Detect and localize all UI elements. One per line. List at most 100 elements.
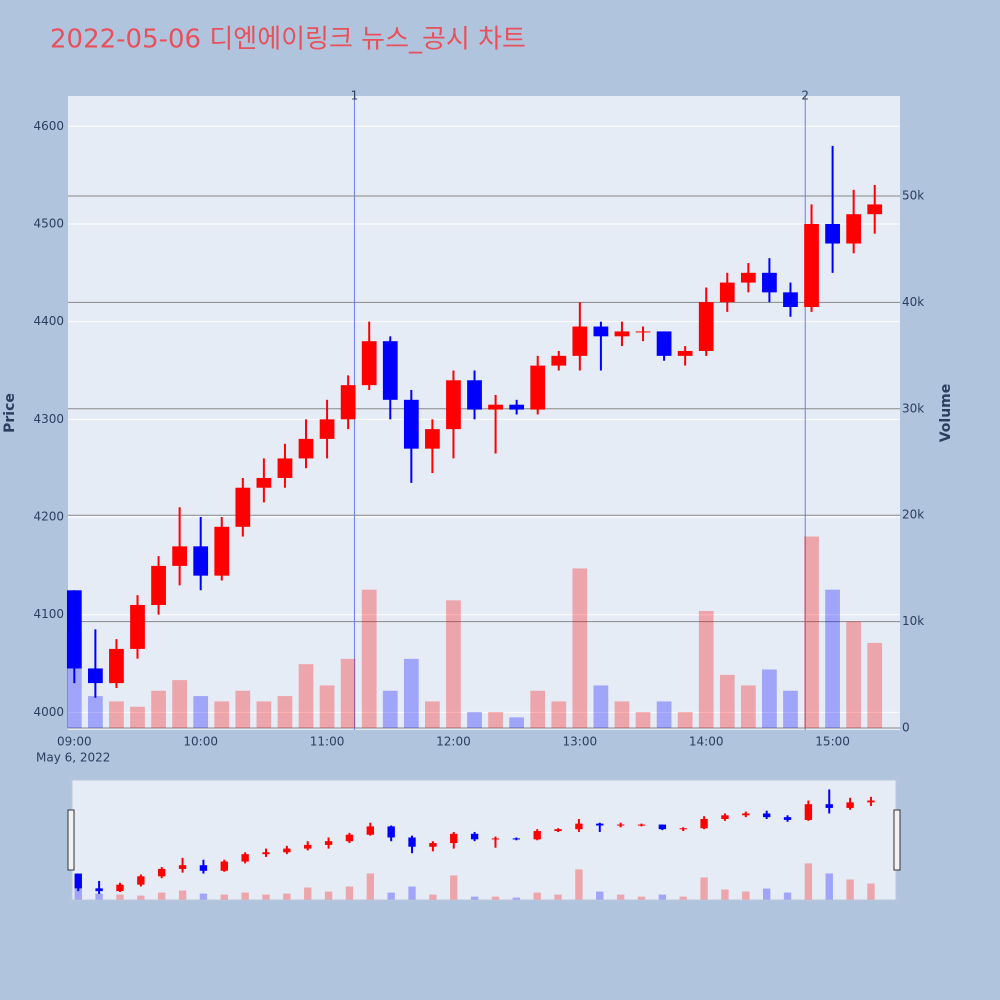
volume-bar [241,892,249,900]
volume-bar [193,696,209,728]
volume-bar [319,685,335,728]
candle-body [298,438,314,459]
volume-bar [512,897,521,900]
slider-handle[interactable] [893,809,901,871]
volume-bar [158,892,166,900]
volume-bar [867,642,883,728]
candle-body [366,826,374,835]
candle-body [387,826,395,838]
candle-body [804,223,819,308]
volume-bar [361,589,377,728]
candle-body [491,838,500,840]
volume-bar [488,712,503,728]
candle-body [488,404,503,410]
candle-body [193,546,209,576]
volume-bar [509,717,525,728]
volume-bar [324,891,333,900]
volume-bar [783,892,792,900]
candle-body [408,837,416,847]
candle-body [740,272,756,283]
volume-bar [740,685,756,728]
volume-bar [762,669,777,728]
candle-body [319,419,335,439]
candle-body [846,214,862,244]
volume-bar [366,873,374,900]
candle-body [66,590,82,669]
candle-body [867,800,875,803]
y-tick-label: 4600 [33,119,64,133]
y2-axis-title: Volume [938,384,954,443]
candle-body [721,815,729,820]
candle-body [304,844,312,849]
volume-bar [593,685,609,728]
slider-handle[interactable] [67,809,75,871]
candle-body [804,804,813,820]
volume-bar [700,877,708,900]
candle-body [783,292,798,308]
volume-bar [178,890,187,900]
y2-tick-label: 30k [902,401,924,415]
volume-bar [635,712,651,728]
volume-bar [846,621,862,728]
volume-bar [298,664,314,728]
candle-body [635,331,651,333]
candle-body [116,884,124,892]
candle-body [382,341,398,400]
volume-bar [804,863,813,900]
candle-body [425,429,440,449]
volume-bar [596,891,604,900]
candle-body [572,326,588,356]
volume-bar [616,894,625,900]
x-tick-label: 15:00 [815,735,850,749]
candle-body [551,355,567,366]
volume-bar [533,892,541,900]
volume-bar [214,701,230,728]
volume-bar [804,536,819,728]
candle-body [345,834,354,842]
candle-body [137,876,145,885]
volume-bar [551,701,567,728]
candle-body [593,326,609,337]
volume-bar [199,893,208,900]
candle-body [846,802,854,808]
candle-body [403,399,419,449]
volume-bar [762,888,771,900]
volume-bar [846,879,854,900]
candle-body [256,477,272,488]
volume-bar [658,894,667,900]
candle-body [825,804,833,808]
y2-tick-label: 10k [902,614,924,628]
y-tick-label: 4200 [33,510,64,524]
y2-tick-label: 20k [902,508,924,522]
candle-body [74,873,82,889]
candle-body [533,831,541,840]
range-slider[interactable] [71,779,897,901]
volume-bar [403,658,419,728]
candle-body [277,458,293,478]
volume-bar [277,696,293,728]
candle-body [199,865,208,871]
volume-bar [637,896,646,900]
candle-body [235,487,251,527]
volume-bar [345,886,354,900]
candle-body [554,829,562,832]
candle-body [446,380,461,430]
volume-bar [382,690,398,728]
x-tick-label: 10:00 [183,735,218,749]
candle-body [214,526,230,576]
volume-bar [137,895,145,900]
volume-bar [698,610,714,728]
candle-body [361,341,377,386]
volume-bar [130,706,145,728]
candle-body [867,204,883,215]
candle-body [575,823,583,830]
volume-bar [783,690,798,728]
candle-body [679,828,687,830]
candle-body [324,841,333,845]
candle-body [658,824,667,830]
candle-body [95,888,103,892]
annotation-label: 2 [801,89,809,103]
volume-bar [446,600,461,728]
candle-body [512,838,521,840]
